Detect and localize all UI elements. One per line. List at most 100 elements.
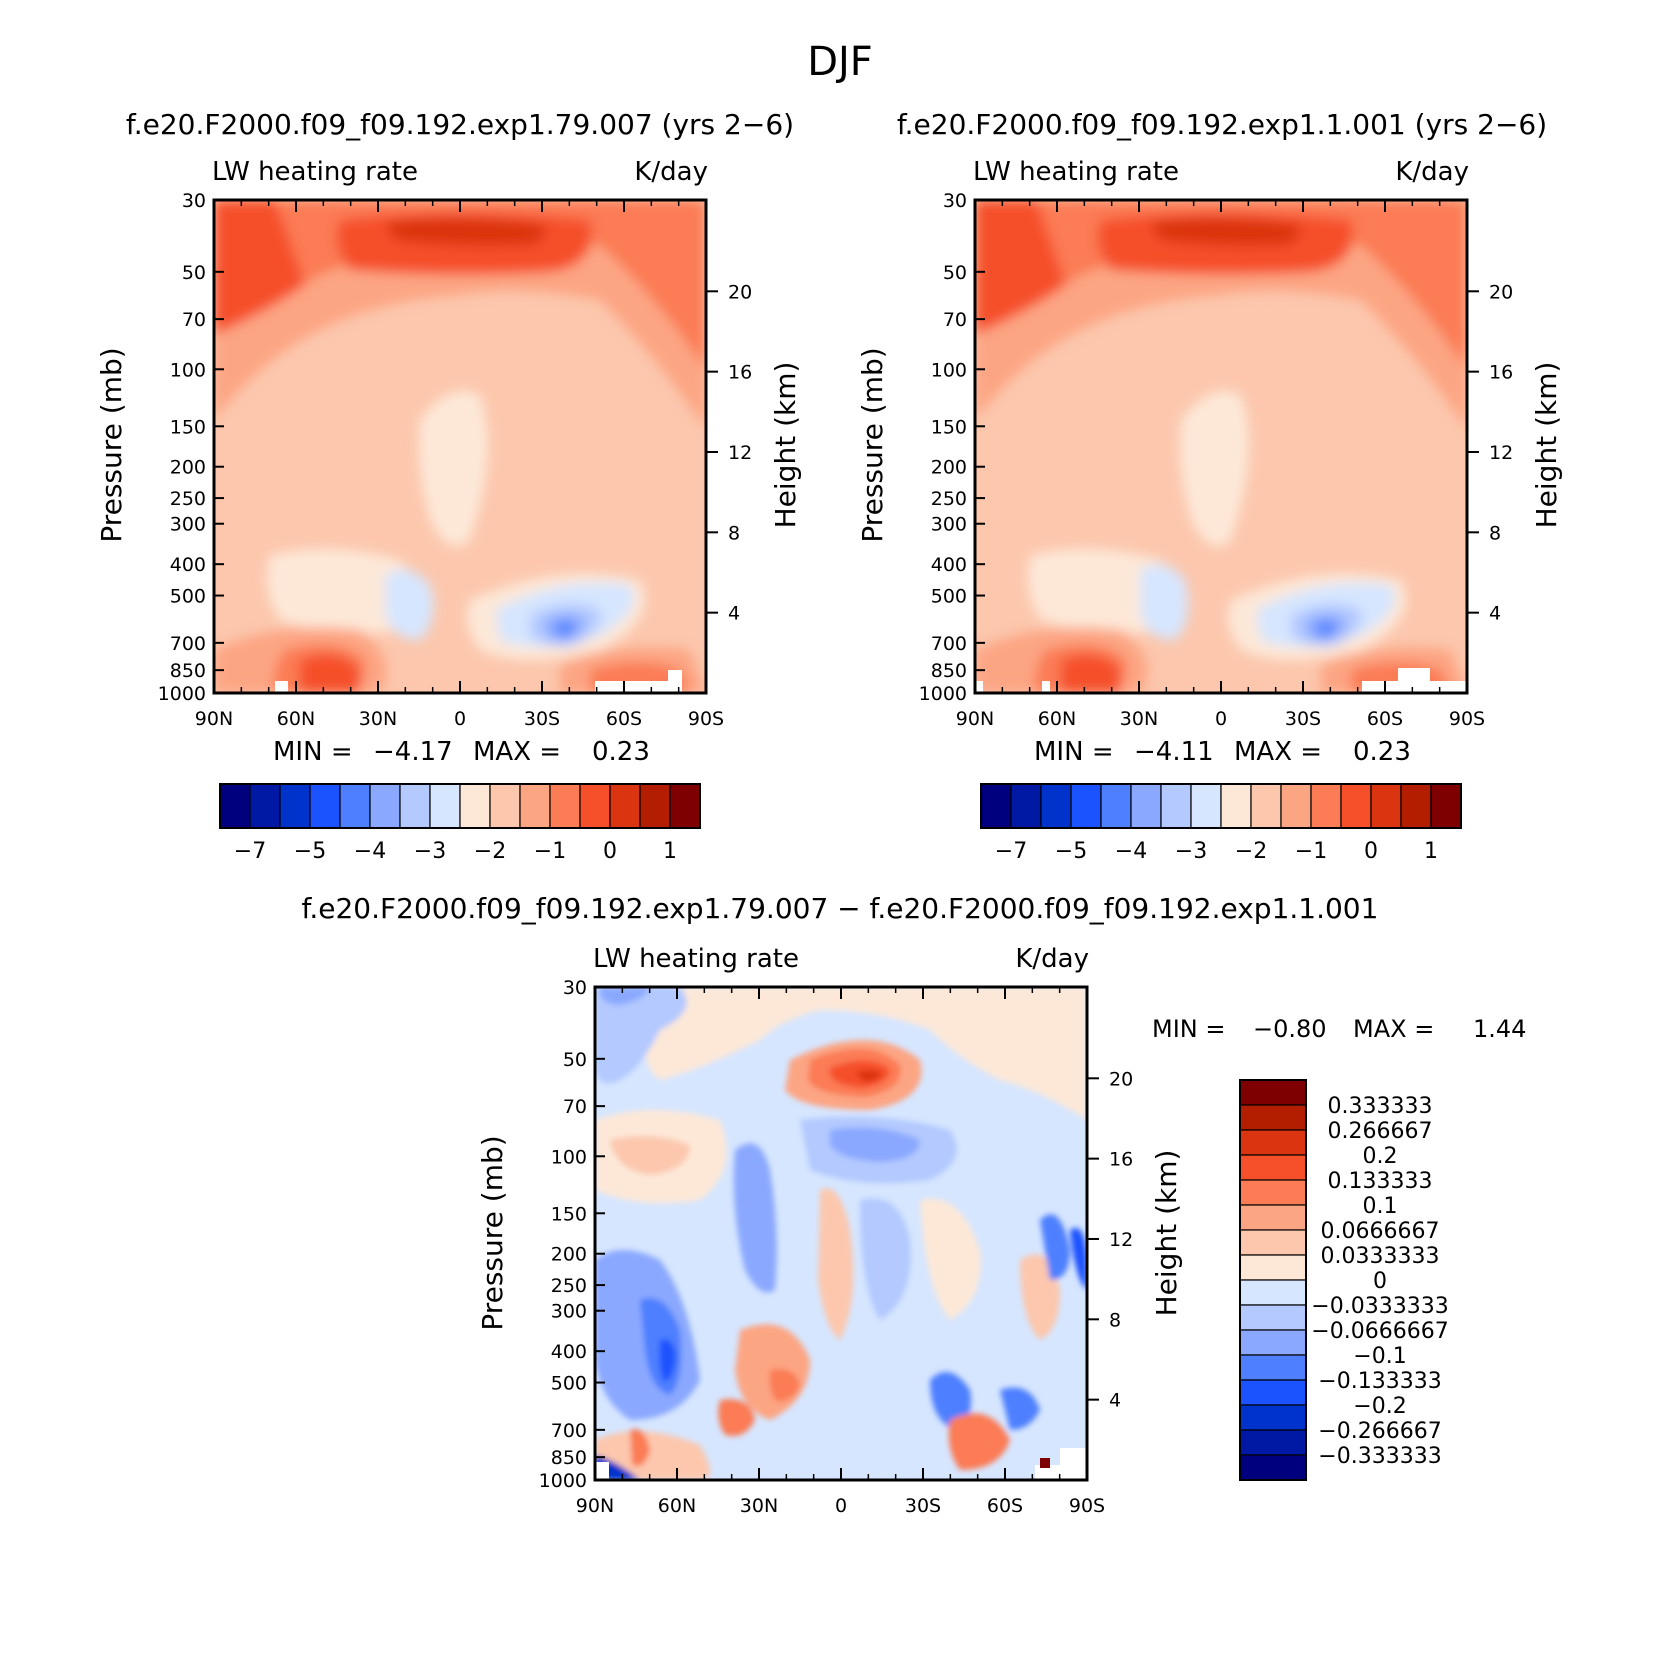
colorbar-swatch [549,783,581,829]
colorbar-swatch [1239,1304,1307,1331]
y-tick-label: 850 [931,660,967,682]
y2-tick-label: 20 [728,281,752,303]
x-tick-label: 90S [688,708,724,730]
y-tick-label: 300 [931,514,967,536]
colorbar-swatch [249,783,281,829]
panel-3-y-axis-label: Pressure (mb) [476,1135,509,1330]
colorbar-swatch [1239,1129,1307,1156]
colorbar-swatch [579,783,611,829]
panel-1-units-label: K/day [634,157,708,187]
colorbar-swatch [980,783,1012,829]
y-tick-label: 150 [170,416,206,438]
colorbar-swatch [1239,1429,1307,1456]
colorbar-label: −3 [414,839,446,864]
colorbar-swatch [1400,783,1432,829]
colorbar-label: 0 [603,839,617,864]
y-tick-label: 70 [182,309,206,331]
y-tick-label: 850 [551,1447,587,1469]
y2-tick-label: 4 [1109,1390,1121,1412]
colorbar-swatch [1220,783,1252,829]
panel-1-min-label: MIN = [273,737,353,767]
y-tick-label: 1000 [158,683,206,705]
colorbar-swatch [1239,1154,1307,1181]
panel-1-max-value: 0.23 [592,737,650,767]
y-tick-label: 30 [563,977,587,999]
x-tick-label: 90N [576,1495,614,1517]
panel-2-max-value: 0.23 [1353,737,1411,767]
colorbar-swatch [1239,1254,1307,1281]
panel-2: f.e20.F2000.f09_f09.192.exp1.1.001 (yrs … [856,108,1563,864]
x-tick-label: 0 [454,708,466,730]
y-tick-label: 150 [551,1203,587,1225]
y2-tick-label: 12 [1109,1229,1133,1251]
colorbar-label: −0.0333333 [1311,1294,1448,1319]
colorbar-swatch [639,783,671,829]
panel-2-min-label: MIN = [1034,737,1114,767]
colorbar-label: 0 [1373,1269,1387,1294]
panel-2-field [975,200,1467,693]
y-tick-label: 250 [931,488,967,510]
colorbar-label: −0.333333 [1318,1444,1441,1469]
colorbar-label: −1 [534,839,566,864]
y2-tick-label: 4 [1489,603,1501,625]
panel-3-colorbar: 0.3333330.2666670.20.1333330.10.06666670… [1239,1079,1449,1481]
colorbar-swatch [1239,1329,1307,1356]
colorbar-swatch [1239,1404,1307,1431]
panel-1-colorbar: −7 −5 −4 −3 −2 −1 0 1 [219,783,701,864]
panel-2-colorbar: −7 −5 −4 −3 −2 −1 0 1 [980,783,1462,864]
panel-1-max-label: MAX = [473,737,561,767]
y-tick-label: 100 [931,359,967,381]
x-tick-label: 30S [1285,708,1321,730]
panel-3-y2-axis-label: Height (km) [1150,1150,1183,1317]
colorbar-label: 0 [1364,839,1378,864]
panel-3-field-label: LW heating rate [593,944,799,974]
y2-tick-label: 20 [1109,1068,1133,1090]
colorbar-swatch [1239,1204,1307,1231]
colorbar-label: −4 [1115,839,1147,864]
colorbar-swatch [1160,783,1192,829]
x-tick-label: 90S [1449,708,1485,730]
x-tick-label: 0 [835,1495,847,1517]
panel-2-case-title: f.e20.F2000.f09_f09.192.exp1.1.001 (yrs … [897,108,1547,141]
colorbar-label: −0.266667 [1318,1419,1441,1444]
y-tick-label: 500 [170,586,206,608]
colorbar-swatch [429,783,461,829]
colorbar-swatch [1370,783,1402,829]
panel-1-min-value: −4.17 [373,737,453,767]
x-tick-label: 30N [740,1495,778,1517]
y-tick-label: 700 [551,1420,587,1442]
y-tick-label: 200 [170,457,206,479]
x-tick-label: 60N [1038,708,1076,730]
x-tick-label: 30N [1120,708,1158,730]
colorbar-swatch [489,783,521,829]
y-tick-label: 400 [551,1341,587,1363]
panel-3-min-label: MIN = [1152,1015,1225,1043]
y2-tick-label: 16 [1109,1149,1133,1171]
colorbar-swatch [519,783,551,829]
colorbar-label: −2 [1235,839,1267,864]
colorbar-swatch [1040,783,1072,829]
colorbar-label: −1 [1295,839,1327,864]
panel-3-max-value: 1.44 [1473,1015,1526,1043]
panel-2-min-value: −4.11 [1134,737,1214,767]
colorbar-label: −7 [234,839,266,864]
y2-tick-label: 8 [1109,1309,1121,1331]
colorbar-label: 0.266667 [1328,1119,1433,1144]
colorbar-swatch [1239,1279,1307,1306]
colorbar-swatch [1239,1354,1307,1381]
colorbar-swatch [669,783,701,829]
colorbar-label: 0.0666667 [1321,1219,1440,1244]
colorbar-label: −0.133333 [1318,1369,1441,1394]
y2-tick-label: 8 [1489,522,1501,544]
colorbar-label: −0.1 [1353,1344,1406,1369]
x-tick-label: 0 [1215,708,1227,730]
panel-1-field [214,200,706,693]
colorbar-swatch [1190,783,1222,829]
colorbar-label: −5 [294,839,326,864]
y-tick-label: 250 [551,1275,587,1297]
y-tick-label: 70 [563,1096,587,1118]
colorbar-swatch [1070,783,1102,829]
x-tick-label: 90N [195,708,233,730]
y-tick-label: 700 [931,633,967,655]
